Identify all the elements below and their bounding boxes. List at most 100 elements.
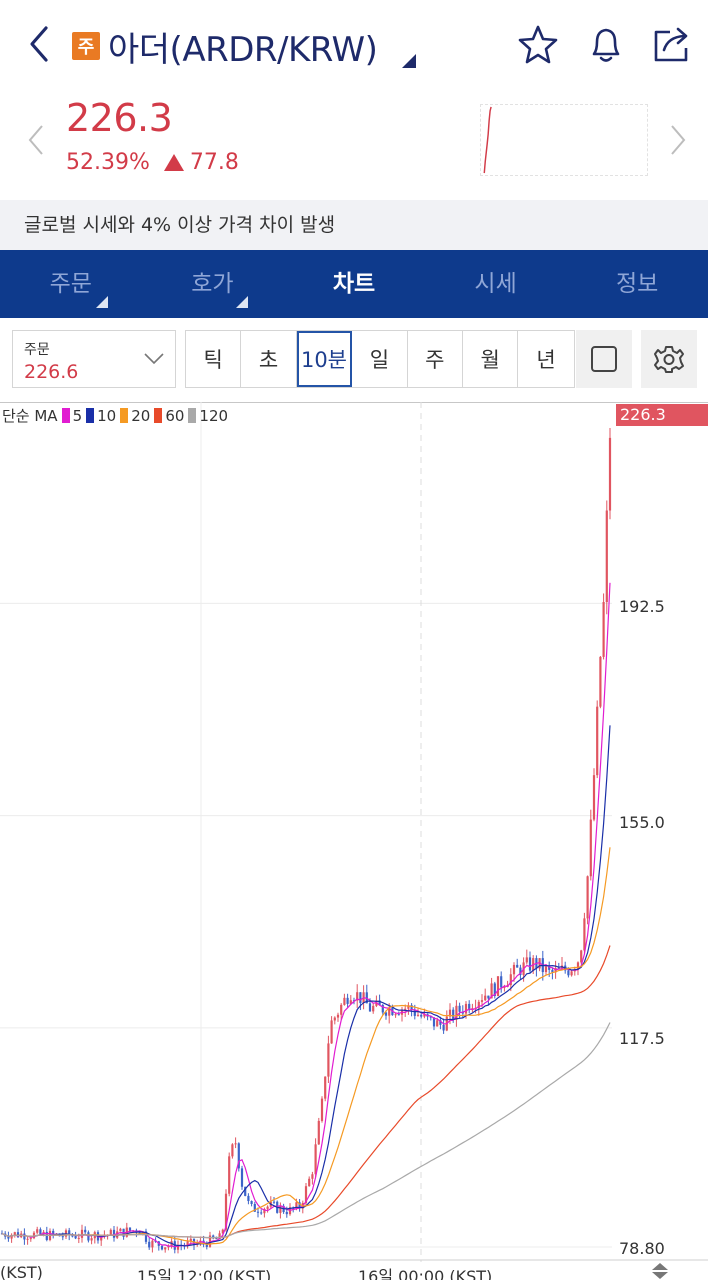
candle-body xyxy=(509,974,512,986)
gear-icon xyxy=(654,346,684,373)
candle-body xyxy=(496,976,500,996)
fullscreen-button[interactable] xyxy=(576,330,632,388)
candle-body xyxy=(7,1236,10,1239)
current-price: 226.3 xyxy=(66,96,173,140)
chevron-down-icon xyxy=(144,353,164,365)
candle-body xyxy=(381,1004,384,1013)
candle-body xyxy=(378,1000,381,1005)
period-year[interactable]: 년 xyxy=(518,331,574,387)
candle-body xyxy=(493,983,496,996)
candle-body xyxy=(208,1235,212,1247)
price-gap-notice: 글로벌 시세와 4% 이상 가격 차이 발생 xyxy=(0,200,708,250)
chart-toolbar: 주문 226.6 틱 초 10분 일 주 월 년 xyxy=(0,318,708,402)
candle-body xyxy=(567,970,570,976)
tab-chart[interactable]: 차트 xyxy=(283,250,425,318)
period-10min[interactable]: 10분 xyxy=(296,331,353,387)
candle-body xyxy=(224,1193,228,1230)
order-price-select[interactable]: 주문 226.6 xyxy=(12,330,176,388)
candle-body xyxy=(448,1009,452,1017)
candle-body xyxy=(599,656,602,707)
candle-body xyxy=(589,819,592,877)
order-select-value: 226.6 xyxy=(24,361,79,383)
page-title[interactable]: 아더(ARDR/KRW) xyxy=(108,29,378,70)
candle-body xyxy=(416,1014,420,1016)
period-tick[interactable]: 틱 xyxy=(186,331,242,387)
ma-line-10 xyxy=(1,725,611,1247)
candle-body xyxy=(167,1246,170,1248)
candle-body xyxy=(237,1143,240,1169)
scroll-handle-icon[interactable] xyxy=(650,1262,670,1280)
price-chart[interactable]: 단순 MA 5 10 20 60 120 226.3 192.5 155.0 1… xyxy=(0,402,708,1280)
candle-body xyxy=(160,1245,164,1250)
period-week[interactable]: 주 xyxy=(407,331,463,387)
candle-body xyxy=(234,1143,237,1145)
share-icon[interactable] xyxy=(650,22,694,66)
candle-body xyxy=(90,1238,93,1241)
candle-body xyxy=(548,966,551,970)
bell-icon[interactable] xyxy=(584,22,628,66)
chart-settings-button[interactable] xyxy=(641,330,697,388)
candle-body xyxy=(458,1005,461,1012)
title-wrap[interactable]: 주 아더(ARDR/KRW) xyxy=(72,22,378,70)
candle-body xyxy=(516,964,519,968)
candle-body xyxy=(298,1202,301,1209)
legend-prefix: 단순 MA xyxy=(2,407,58,425)
legend-ma60: 60 xyxy=(165,406,185,425)
candle-body xyxy=(512,964,516,975)
legend-ma10: 10 xyxy=(97,406,117,425)
title-dropdown-caret-icon[interactable] xyxy=(402,54,416,68)
candle-body xyxy=(148,1241,151,1248)
candle-body xyxy=(324,1076,327,1099)
period-day[interactable]: 일 xyxy=(352,331,408,387)
candle-body xyxy=(519,967,522,976)
candle-body xyxy=(525,957,528,963)
prev-arrow-icon[interactable] xyxy=(24,120,48,160)
candle-body xyxy=(311,1174,314,1179)
candle-body xyxy=(394,1014,397,1016)
candle-body xyxy=(189,1238,192,1242)
tab-bar: 주문 호가 차트 시세 정보 xyxy=(0,250,708,318)
candle-body xyxy=(231,1144,234,1157)
candle-body xyxy=(464,1003,468,1014)
candle-body xyxy=(436,1020,439,1027)
price-change: 52.39% 77.8 xyxy=(66,150,239,175)
candle-body xyxy=(84,1229,87,1233)
candle-body xyxy=(349,1000,352,1004)
ma-line-120 xyxy=(1,1022,611,1239)
period-month[interactable]: 월 xyxy=(462,331,519,387)
star-icon[interactable] xyxy=(516,22,560,66)
candle-body xyxy=(112,1229,116,1238)
ma10-swatch xyxy=(86,408,95,423)
tab-order-label: 주문 xyxy=(49,271,92,297)
candle-body xyxy=(410,1005,413,1010)
tab-orderbook[interactable]: 호가 xyxy=(142,250,284,318)
candle-body xyxy=(29,1238,32,1240)
candle-body xyxy=(455,1005,458,1020)
candle-body xyxy=(432,1017,436,1027)
candle-body xyxy=(247,1195,250,1202)
tab-quotes[interactable]: 시세 xyxy=(425,250,567,318)
candle-body xyxy=(285,1212,288,1215)
back-icon[interactable] xyxy=(18,22,62,66)
next-arrow-icon[interactable] xyxy=(666,120,690,160)
candle-body xyxy=(128,1227,132,1231)
candle-body xyxy=(340,1004,343,1015)
candle-body xyxy=(13,1232,16,1235)
ma5-swatch xyxy=(61,408,70,423)
tab-info[interactable]: 정보 xyxy=(566,250,708,318)
top-bar: 주 아더(ARDR/KRW) xyxy=(0,0,708,90)
candle-body xyxy=(327,1043,330,1077)
candle-body xyxy=(221,1229,224,1234)
candle-body xyxy=(528,957,532,971)
x-tick-label: 15일 12:00 (KST) xyxy=(137,1267,272,1280)
candle-body xyxy=(23,1233,26,1240)
candle-body xyxy=(317,1120,320,1145)
candle-body xyxy=(52,1230,55,1235)
candle-body xyxy=(256,1211,260,1213)
period-second[interactable]: 초 xyxy=(241,331,297,387)
candle-body xyxy=(228,1156,231,1194)
candlestick-chart[interactable] xyxy=(0,402,708,1280)
x-tick-label: (KST) xyxy=(0,1263,43,1280)
period-selector: 틱 초 10분 일 주 월 년 xyxy=(185,330,575,388)
tab-order[interactable]: 주문 xyxy=(0,250,142,318)
